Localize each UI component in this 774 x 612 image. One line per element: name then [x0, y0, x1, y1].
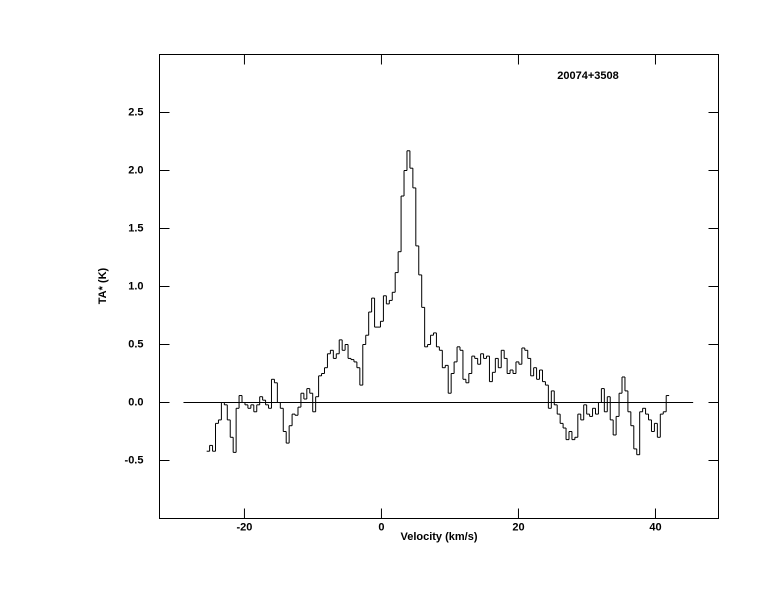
y-tick-label: 1.0	[128, 280, 143, 292]
y-axis-label: TA* (K)	[97, 267, 109, 304]
x-tick-label: -20	[236, 521, 252, 533]
y-tick-label: -0.5	[125, 454, 144, 466]
y-tick-label: 2.5	[128, 106, 143, 118]
step-riser	[209, 150, 667, 455]
y-tick-label: 0.5	[128, 338, 143, 350]
y-tick-label: 2.0	[128, 164, 143, 176]
y-tick-label: 0.0	[128, 396, 143, 408]
x-tick-label: 20	[512, 521, 524, 533]
x-tick-label: 40	[649, 521, 661, 533]
x-axis-label: Velocity (km/s)	[400, 531, 477, 543]
annotation: 20074+3508	[557, 70, 618, 82]
x-tick-label: 0	[378, 521, 384, 533]
y-tick-label: 1.5	[128, 222, 143, 234]
